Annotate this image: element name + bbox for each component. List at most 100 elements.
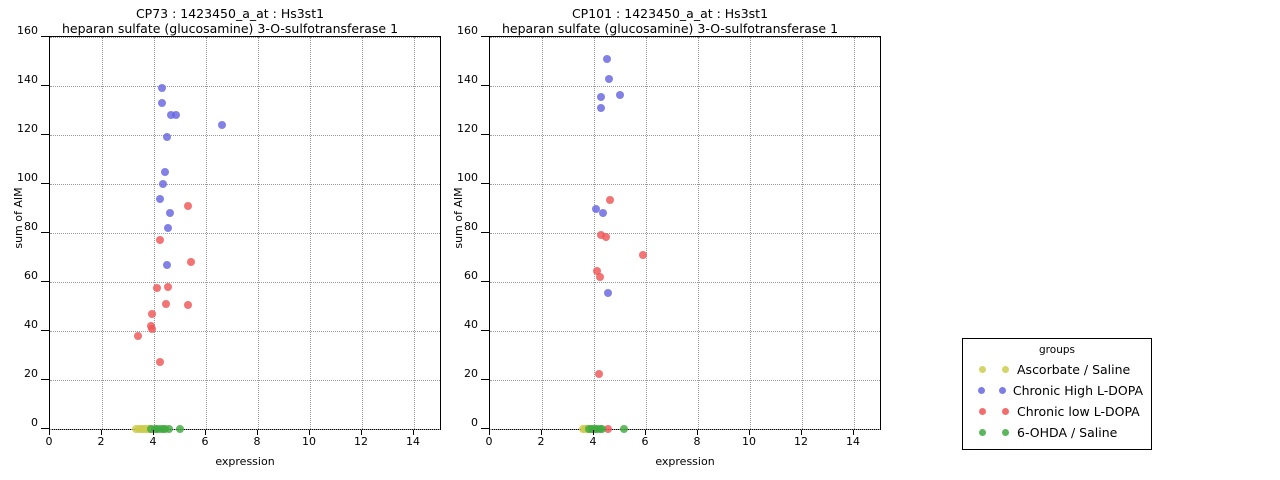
data-point [601,232,610,241]
y-tick-mark [41,428,49,429]
x-tick-mark [801,430,802,435]
y-tick-mark [481,379,489,380]
y-tick-label: 160 [457,24,478,37]
legend-item-label: Ascorbate / Saline [1017,361,1131,377]
grid-line-horizontal [50,331,440,332]
y-tick-label: 0 [471,416,478,429]
x-tick-label: 10 [742,435,756,448]
page-title: CP101 : 1423450_a_at : Hs3st1 [571,6,769,21]
data-point [183,301,192,310]
data-point [592,266,601,275]
grid-line-horizontal [50,37,440,38]
data-point [160,167,169,176]
legend-item-label: Chronic low L-DOPA [1017,403,1140,419]
data-point [605,195,614,204]
grid-line-vertical [646,37,647,429]
x-tick-mark [593,430,594,435]
legend-item-label: Chronic High L-DOPA [1012,382,1143,398]
x-tick-mark [153,430,154,435]
y-tick-mark [481,36,489,37]
legend-item[interactable]: 6-OHDA / Saline [971,422,1143,443]
grid-line-vertical [258,37,259,429]
data-point [603,289,612,298]
y-tick-mark [41,85,49,86]
y-tick-mark [41,281,49,282]
x-axis-label: expression [215,455,275,468]
x-tick-label: 10 [302,435,316,448]
data-point [598,425,607,433]
y-tick-label: 140 [17,73,38,86]
x-tick-mark [257,430,258,435]
grid-line-horizontal [50,135,440,136]
data-point [620,425,629,433]
data-point [153,284,162,293]
plot-area-cp73 [49,36,441,433]
x-tick-mark [205,430,206,435]
data-point [163,260,171,269]
y-axis-label: sum of AIM [12,187,25,249]
panel-cp101: CP101 : 1423450_a_at : Hs3st1 heparan su… [440,0,900,480]
y-tick-label: 80 [464,220,478,233]
x-tick-label: 2 [97,435,105,448]
data-point [157,99,166,108]
grid-line-vertical [154,37,155,429]
grid-line-horizontal [50,233,440,234]
legend-marker-group [971,429,1017,436]
x-tick-mark [101,430,102,435]
grid-line-vertical [414,37,415,429]
grid-line-horizontal [490,135,880,136]
y-tick-mark [41,330,49,331]
data-point [163,282,172,291]
data-point [603,55,611,64]
data-point [166,111,175,120]
data-point [147,324,156,333]
data-point [157,84,166,93]
grid-line-vertical [362,37,363,429]
x-tick-mark [749,430,750,435]
y-tick-label: 140 [457,73,478,86]
grid-line-horizontal [490,233,880,234]
data-point [604,74,613,83]
data-point [595,369,604,378]
panel-subtitle: heparan sulfate (glucosamine) 3-O-sulfot… [501,21,839,36]
panel-title-block: CP73 : 1423450_a_at : Hs3st1 heparan sul… [0,6,460,36]
x-tick-label: 4 [149,435,157,448]
grid-line-horizontal [490,184,880,185]
x-tick-mark [361,430,362,435]
legend-items: Ascorbate / Saline Chronic High L-DOPA Chr… [971,359,1143,443]
y-tick-mark [41,183,49,184]
y-tick-label: 40 [464,318,478,331]
data-point [184,202,193,211]
legend-title: groups [1039,344,1075,356]
y-tick-label: 80 [24,220,38,233]
data-point [597,231,606,240]
grid-line-vertical [102,37,103,429]
data-point [639,251,648,260]
data-point [604,425,613,433]
data-point [596,273,605,282]
legend-marker-dot-icon [1002,366,1009,373]
legend-item[interactable]: Chronic High L-DOPA [971,380,1143,401]
legend-item[interactable]: Chronic low L-DOPA [971,401,1143,422]
legend-marker-dot-icon [979,366,986,373]
grid-line-horizontal [50,86,440,87]
grid-line-horizontal [490,282,880,283]
x-tick-label: 6 [641,435,649,448]
data-point [163,224,172,233]
legend-marker-dot-icon [998,387,1006,394]
x-tick-mark [853,430,854,435]
grid-line-horizontal [490,429,880,430]
x-tick-label: 0 [485,435,493,448]
grid-line-vertical [854,37,855,429]
y-tick-label: 0 [31,416,38,429]
legend-item[interactable]: Ascorbate / Saline [971,359,1143,380]
x-tick-mark [489,430,490,435]
x-tick-label: 6 [201,435,209,448]
grid-line-vertical [542,37,543,429]
y-tick-label: 40 [24,318,38,331]
y-tick-mark [481,330,489,331]
y-tick-mark [481,85,489,86]
legend-item-label: 6-OHDA / Saline [1017,424,1118,440]
grid-line-horizontal [50,282,440,283]
